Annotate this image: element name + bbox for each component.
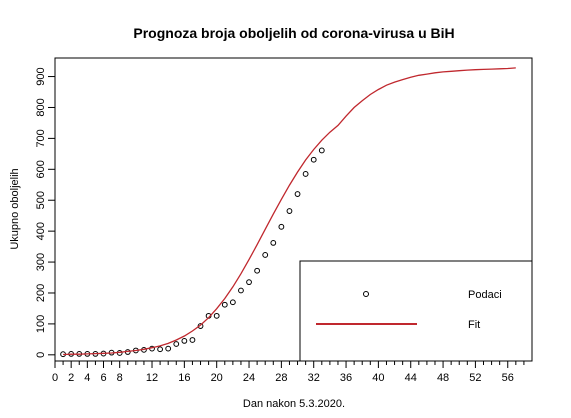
y-tick-label: 800 <box>35 98 47 116</box>
x-tick-label: 52 <box>469 372 481 384</box>
data-point <box>254 267 261 274</box>
x-tick-label: 20 <box>211 372 223 384</box>
data-point <box>302 171 309 177</box>
data-point <box>262 252 269 258</box>
y-tick-label: 700 <box>35 129 47 147</box>
legend-label-fit: Fit <box>468 319 480 331</box>
data-point <box>213 312 220 319</box>
series-layer <box>60 67 516 358</box>
data-point <box>310 156 317 163</box>
legend-box <box>299 260 533 362</box>
legend-marker-podaci <box>363 291 369 297</box>
x-tick-label: 36 <box>340 372 352 384</box>
data-point <box>189 337 196 343</box>
data-point <box>181 338 188 344</box>
x-axis-label: Dan nakon 5.3.2020. <box>243 398 345 410</box>
x-tick-label: 28 <box>275 372 287 384</box>
x-tick-label: 16 <box>178 372 190 384</box>
data-point <box>246 279 252 286</box>
data-point <box>270 239 277 246</box>
y-tick-label: 900 <box>35 67 47 85</box>
plot-area <box>54 57 533 362</box>
x-tick-label: 4 <box>84 372 90 384</box>
y-tick-label: 400 <box>35 222 47 240</box>
x-tick-label: 8 <box>117 372 123 384</box>
x-tick-label: 12 <box>146 372 158 384</box>
x-tick-label: 44 <box>405 372 417 384</box>
y-tick-label: 100 <box>35 315 47 333</box>
y-tick-label: 500 <box>35 191 47 209</box>
data-point <box>286 208 293 214</box>
chart-title: Prognoza broja oboljelih od corona-virus… <box>133 25 454 41</box>
data-point <box>238 287 244 294</box>
fit-line <box>63 67 516 356</box>
x-tick-label: 32 <box>308 372 320 384</box>
legend-label-podaci: Podaci <box>468 289 502 301</box>
x-tick-label: 0 <box>52 372 58 384</box>
data-point <box>318 147 325 154</box>
y-axis-label: Ukupno oboljelih <box>9 168 21 249</box>
data-point <box>165 345 172 352</box>
y-tick-label: 0 <box>35 352 47 358</box>
data-point <box>229 299 236 306</box>
data-point <box>221 301 228 308</box>
y-tick-label: 200 <box>35 284 47 302</box>
data-point <box>157 346 164 353</box>
y-tick-label: 300 <box>35 253 47 271</box>
y-axis: 0 100 200 300 400 500 600 700 800 900 <box>35 67 55 358</box>
y-tick-label: 600 <box>35 160 47 178</box>
data-point <box>173 341 180 347</box>
x-axis: 0 2 4 6 8 12 16 20 24 28 32 36 40 44 48 52 56 <box>52 361 525 384</box>
x-tick-label: 40 <box>372 372 384 384</box>
data-point <box>278 223 285 230</box>
x-tick-label: 56 <box>502 372 514 384</box>
x-tick-label: 2 <box>68 372 74 384</box>
legend: Podaci Fit <box>299 260 533 362</box>
x-tick-label: 48 <box>437 372 449 384</box>
x-tick-label: 24 <box>243 372 255 384</box>
data-point <box>294 191 301 197</box>
x-tick-label: 6 <box>100 372 106 384</box>
